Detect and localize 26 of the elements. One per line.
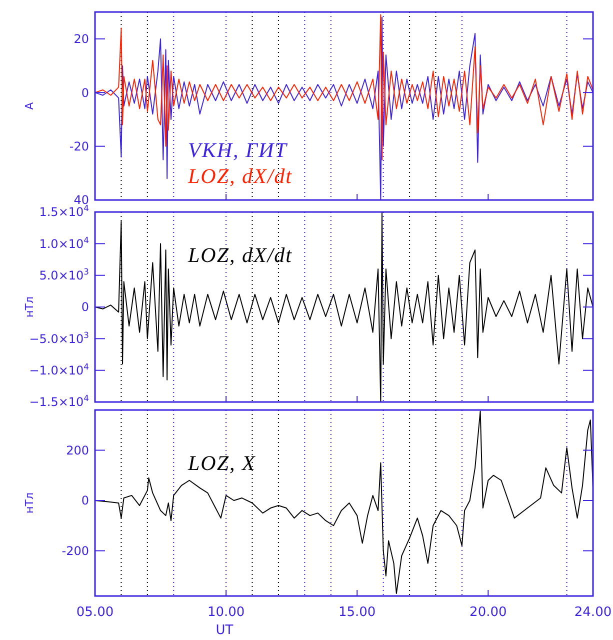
- y-axis-title: нТл: [23, 296, 36, 318]
- x-tick-label: 10.00: [207, 605, 245, 620]
- series-label: VKH, ГИТ: [188, 138, 288, 162]
- y-tick-label: −5.0×10$^{3}$: [29, 330, 89, 346]
- series-label: LOZ, dX/dt: [187, 164, 293, 188]
- y-tick-label: 1.0×10$^{4}$: [39, 234, 89, 251]
- x-tick-label: 05.00: [76, 605, 114, 620]
- y-tick-label: 1.5×10$^{4}$: [39, 203, 89, 220]
- y-tick-label: 0: [81, 300, 89, 314]
- y-tick-label: 0: [81, 494, 89, 508]
- y-tick-label: 5.0×10$^{3}$: [39, 266, 89, 283]
- y-axis-title: нТл: [23, 492, 36, 514]
- x-axis-title: UT: [216, 623, 234, 638]
- series-label: LOZ, X: [187, 451, 256, 475]
- series-label: LOZ, dX/dt: [187, 243, 293, 267]
- y-tick-label: -20: [69, 139, 89, 154]
- x-tick-label: 20.00: [470, 605, 507, 620]
- y-tick-label: −1.0×10$^{4}$: [29, 362, 89, 378]
- y-tick-label: 200: [66, 443, 89, 458]
- y-axis-title: A: [23, 102, 36, 110]
- y-tick-label: −1.5×10$^{4}$: [29, 393, 89, 410]
- x-tick-label: 24.00: [574, 605, 612, 620]
- x-tick-label: 15.00: [338, 605, 376, 620]
- y-tick-label: 20: [74, 32, 89, 46]
- y-tick-label: -200: [62, 544, 89, 558]
- y-tick-label: 0: [81, 86, 89, 100]
